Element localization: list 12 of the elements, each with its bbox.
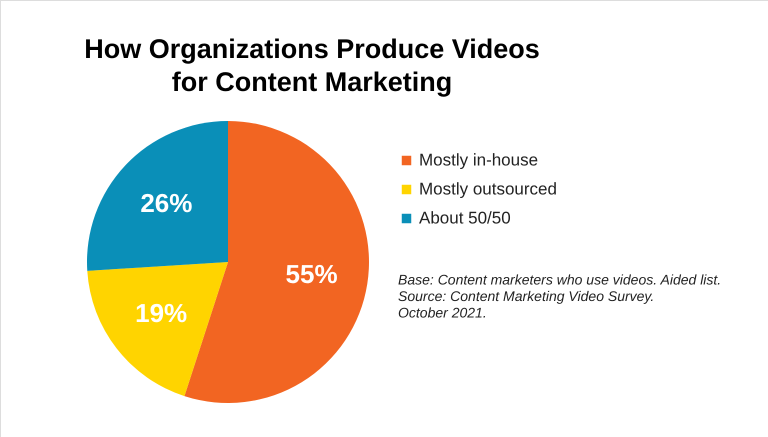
source-note: Source: Content Marketing Video Survey. <box>398 288 654 304</box>
legend-label: Mostly outsourced <box>419 180 557 198</box>
legend-label: Mostly in-house <box>419 150 538 170</box>
data-label: 55% <box>286 259 338 290</box>
text: Base: Content marketers who use videos. Aided list. <box>398 271 722 288</box>
data-label: 26% <box>140 188 192 218</box>
data-label: 19% <box>135 298 188 328</box>
pie-slice <box>87 121 228 271</box>
legend-label: About 50/50 <box>419 208 511 228</box>
pie-slice <box>87 262 228 396</box>
chart-title: How Organizations Produce Videos for Content Marketing <box>84 34 540 97</box>
text: October 2021. <box>398 304 487 321</box>
